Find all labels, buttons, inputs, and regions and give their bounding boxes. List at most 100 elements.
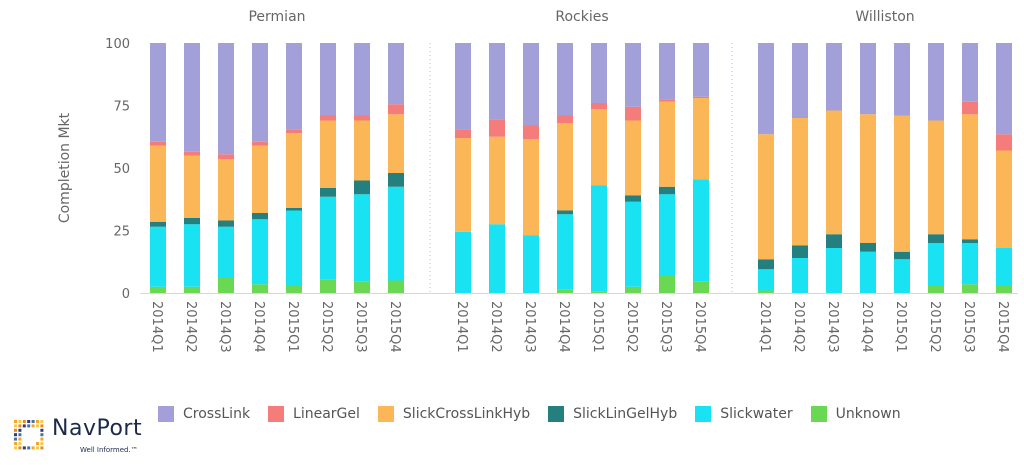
bar-segment-slickcrosslinkhyb [354,120,370,181]
bar-segment-slickcrosslinkhyb [894,115,910,252]
logo-dot [40,437,44,441]
logo-dot [14,446,17,450]
bar-segment-crosslink [591,43,607,103]
bar-segment-slickcrosslinkhyb [625,120,641,196]
bar-segment-slicklingelhyb [218,220,234,227]
logo-dot [14,433,17,437]
legend-item[interactable]: CrossLink [158,406,250,422]
bar-segment-crosslink [693,43,709,97]
bar-segment-crosslink [388,43,404,105]
bar-segment-unknown [252,284,268,293]
bar-segment-slickcrosslinkhyb [826,110,842,235]
legend-label: Unknown [835,406,901,422]
y-tick-label: 75 [113,100,130,115]
x-tick-label: 2014Q2 [183,301,198,353]
bar-segment-slickcrosslinkhyb [659,101,675,187]
bar-segment-crosslink [218,43,234,155]
legend-swatch [548,406,565,422]
bar-segment-crosslink [860,43,876,115]
logo-dot [14,437,17,441]
bar-segment-unknown [758,290,774,293]
logo-dot [22,446,26,450]
bar-segment-lineargel [489,119,505,137]
x-tick-label: 2015Q4 [995,301,1010,353]
bar-segment-slickcrosslinkhyb [693,98,709,180]
bar-segment-slickwater [523,235,539,293]
legend-item[interactable]: SlickCrossLinkHyb [377,406,530,422]
bar-segment-slickwater [792,258,808,293]
bar-segment-slicklingelhyb [354,180,370,195]
bar-segment-lineargel [625,106,641,121]
bar-segment-unknown [962,284,978,293]
legend-item[interactable]: SlickLinGelHyb [548,406,677,422]
bar-segment-crosslink [150,43,166,142]
bar-segment-slickcrosslinkhyb [758,134,774,260]
bar-segment-slickwater [625,201,641,287]
bar-segment-slickwater [354,194,370,282]
bar-segment-unknown [286,285,302,293]
logo-dot [40,424,44,428]
bar-segment-crosslink [455,43,471,130]
bar-segment-crosslink [826,43,842,111]
legend-swatch [377,406,394,422]
bar-segment-slickwater [286,210,302,286]
panel-title: Williston [855,9,914,25]
bar-segment-slicklingelhyb [894,251,910,260]
bar-segment-crosslink [320,43,336,116]
legend-item[interactable]: Slickwater [695,406,793,422]
x-tick-label: 2015Q1 [285,301,300,353]
legend-swatch [268,406,285,422]
bar-segment-unknown [693,281,709,293]
bar-segment-slickwater [184,224,200,287]
x-tick-label: 2014Q1 [149,301,164,353]
bar-segment-unknown [184,286,200,293]
logo-dot [36,420,39,423]
x-tick-label: 2015Q2 [927,301,942,353]
bar-segment-slickwater [591,185,607,292]
bar-segment-slicklingelhyb [659,186,675,195]
bar-segment-slickwater [758,269,774,291]
logo-dot [14,442,17,445]
bar-segment-crosslink [659,43,675,100]
bar-segment-slicklingelhyb [184,218,200,225]
bar-segment-slickwater [252,219,268,285]
logo-dot [27,420,31,423]
logo-dot [31,446,35,450]
y-tick-label: 50 [113,162,130,177]
bar-segment-slickcrosslinkhyb [320,120,336,188]
bar-segment-unknown [354,281,370,293]
x-tick-label: 2014Q3 [825,301,840,353]
bar-segment-slicklingelhyb [150,221,166,227]
bar-segment-slicklingelhyb [286,208,302,211]
logo-dot [31,424,35,428]
bar-segment-crosslink [996,43,1012,135]
logo-dot [22,424,26,428]
bar-segment-slickcrosslinkhyb [150,145,166,222]
bar-segment-lineargel [184,151,200,156]
x-tick-label: 2015Q4 [692,301,707,353]
bar-segment-slicklingelhyb [388,173,404,187]
logo-name: NavPort [52,416,143,441]
legend-label: CrossLink [183,406,251,422]
x-tick-label: 2015Q1 [893,301,908,353]
y-tick-label: 100 [105,37,130,52]
bar-segment-unknown [591,291,607,293]
legend: CrossLink LinearGel SlickCrossLinkHyb Slick… [158,406,901,422]
bar-segment-slickwater [996,248,1012,286]
bar-segment-slickcrosslinkhyb [455,138,471,232]
bar-segment-crosslink [894,43,910,116]
logo-dot [18,420,22,423]
bar-segment-slickcrosslinkhyb [591,109,607,186]
logo-dot [27,424,31,428]
bar-segment-lineargel [591,103,607,110]
stacked-bar-chart: Completion Mkt 0 25 50 75 100 Permian 2014Q1 201… [57,9,1018,353]
legend-label: Slickwater [720,406,793,422]
legend-item[interactable]: LinearGel [268,406,360,422]
x-tick-label: 2015Q4 [387,301,402,353]
bar-segment-slickwater [557,214,573,290]
legend-item[interactable]: Unknown [810,406,901,422]
bar-segment-slicklingelhyb [792,245,808,258]
x-tick-label: 2014Q4 [556,301,571,353]
bar-segment-slickcrosslinkhyb [252,145,268,213]
bar-segment-slickwater [320,196,336,280]
